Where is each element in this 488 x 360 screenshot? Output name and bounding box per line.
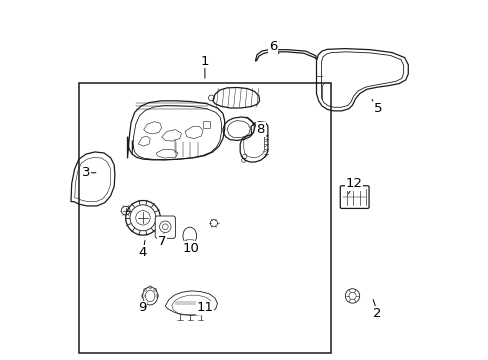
Text: 4: 4 [139, 246, 147, 258]
Text: 5: 5 [373, 102, 381, 114]
Text: 12: 12 [345, 177, 362, 190]
FancyBboxPatch shape [185, 240, 193, 248]
Text: 7: 7 [157, 235, 165, 248]
Text: 9: 9 [138, 301, 146, 314]
Text: 11: 11 [196, 301, 213, 314]
FancyBboxPatch shape [155, 216, 175, 238]
Text: 3: 3 [81, 166, 90, 179]
Text: 2: 2 [373, 307, 381, 320]
Text: 8: 8 [256, 123, 264, 136]
Bar [79, 83, 330, 353]
FancyBboxPatch shape [340, 186, 368, 208]
Text: 6: 6 [268, 40, 277, 53]
Text: 10: 10 [183, 242, 199, 255]
Text: 1: 1 [200, 55, 209, 68]
